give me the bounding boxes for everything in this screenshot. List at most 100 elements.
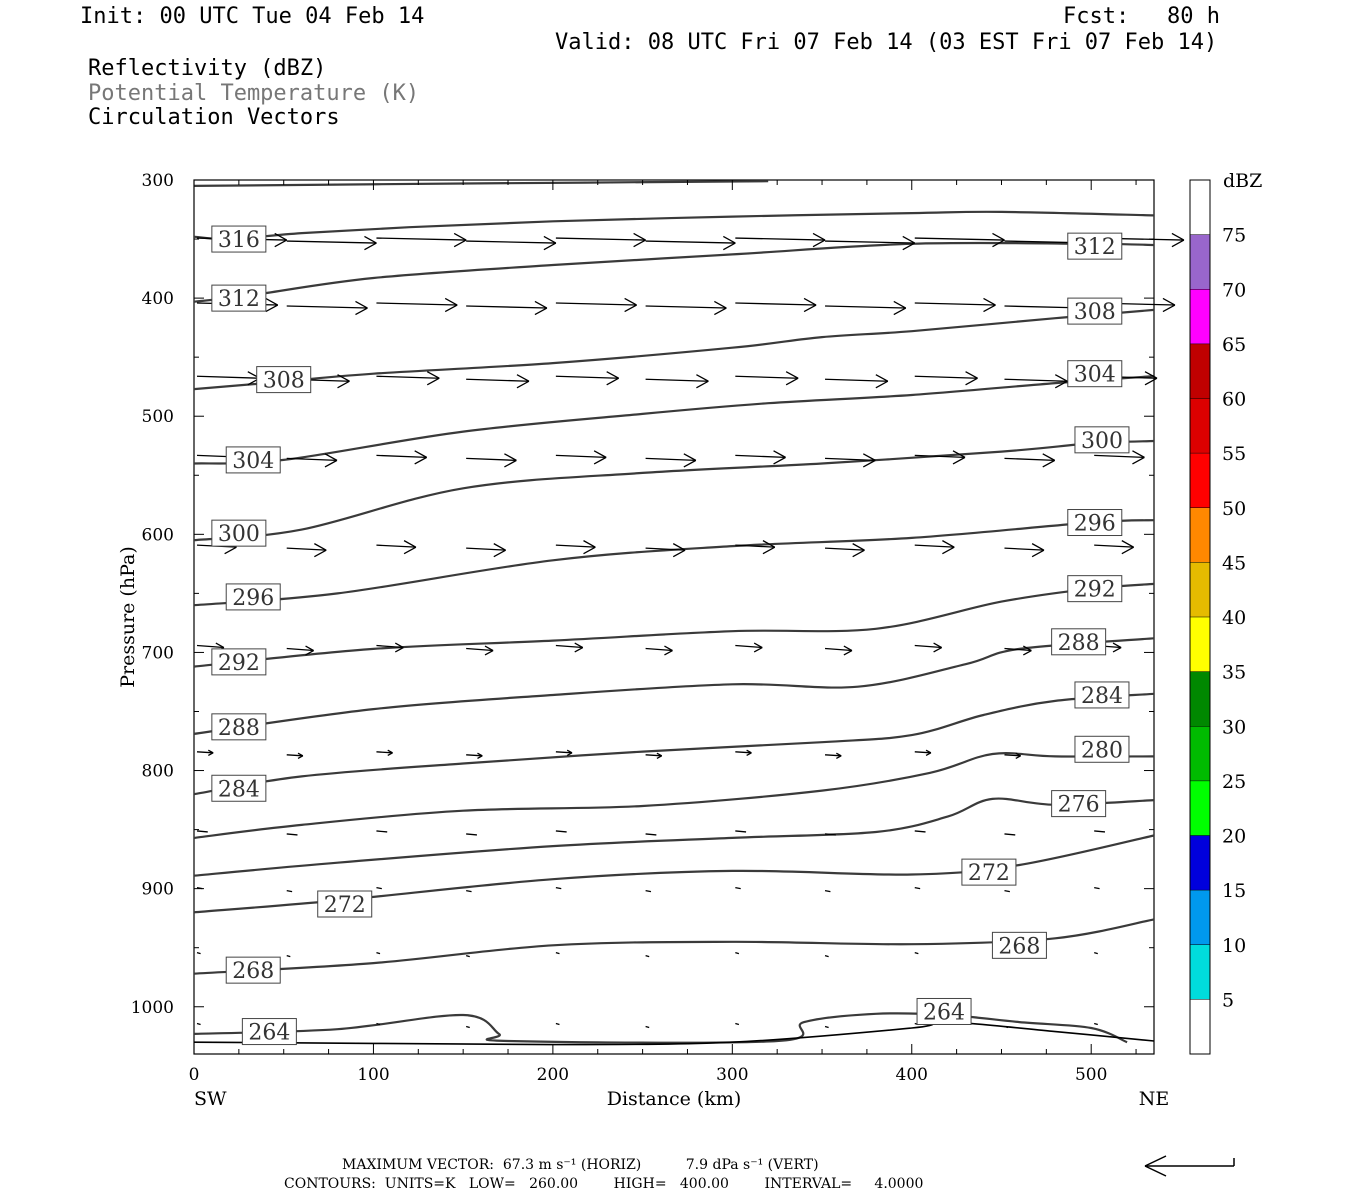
colorbar-swatch [1190,289,1210,344]
circulation-vector [1004,1025,1009,1029]
circulation-vector [465,1025,470,1029]
contour-label: 308 [1067,297,1123,325]
svg-text:312: 312 [218,287,260,312]
circulation-vector [286,235,377,251]
circulation-vector [735,1022,740,1026]
isentrope-308 [193,308,1155,391]
colorbar-label: 40 [1222,607,1246,629]
circulation-vector [196,1022,201,1026]
colorbar-label: 75 [1222,225,1246,247]
circulation-vector [286,954,291,958]
isentrope-300 [193,439,1155,542]
circulation-vector [914,371,978,386]
circulation-vector [466,833,477,836]
colorbar-swatch [1190,180,1210,235]
isentrope-304 [193,375,1155,465]
circulation-vector [555,1022,560,1026]
circulation-vector [1004,833,1016,836]
circulation-vector [645,543,686,558]
colorbar-label: 55 [1222,443,1246,465]
svg-text:264: 264 [248,1021,290,1046]
reference-vector-arrow [1144,1155,1235,1177]
contour-label: 304 [225,446,281,474]
svg-text:296: 296 [1074,512,1116,537]
circulation-vector [824,833,836,836]
colorbar-swatch [1190,234,1210,290]
svg-text:292: 292 [1074,578,1116,603]
x-tick-label: 0 [189,1065,200,1085]
circulation-vector [286,890,293,893]
circulation-vector [825,300,907,316]
contour-label: 292 [1067,575,1123,603]
colorbar-swatch [1190,343,1210,399]
forecast-hour: 80 h [1167,4,1220,29]
circulation-vector [465,954,470,958]
contour-info: CONTOURS: UNITS=K LOW= 260.00 HIGH= 400.… [284,1176,924,1192]
svg-text:304: 304 [232,449,274,474]
circulation-vector [645,453,697,468]
colorbar-swatch [1190,835,1210,891]
valid-time: Valid: 08 UTC Fri 07 Feb 14 (03 EST Fri … [555,30,1218,55]
colorbar-swatch [1190,507,1210,563]
contour-label: 276 [1051,790,1107,818]
colorbar-label: 65 [1222,334,1246,356]
svg-text:272: 272 [968,861,1010,886]
svg-text:316: 316 [218,228,260,253]
circulation-vector [735,642,763,653]
x-tick-label: 300 [716,1065,748,1085]
svg-text:268: 268 [232,959,274,984]
circulation-vector [376,1022,381,1026]
colorbar-label: 35 [1222,662,1246,684]
circulation-vector [466,645,494,656]
isentrope-284 [193,692,1155,796]
colorbar-swatch [1190,944,1210,1000]
circulation-vector [645,645,673,656]
circulation-vector [824,1025,829,1029]
colorbar-label: 30 [1222,716,1246,738]
circulation-vector [1004,890,1010,893]
circulation-vector [914,887,921,890]
circulation-vector [376,642,404,653]
circulation-vector [286,645,314,656]
circulation-vector [824,954,829,958]
circulation-vector [645,954,650,958]
colorbar-swatch [1190,890,1210,945]
circulation-vector [1004,374,1068,389]
circulation-vector [555,830,567,833]
x-tick-label: 100 [357,1065,389,1085]
circulation-vector [824,752,842,760]
y-tick-label: 1000 [131,998,174,1018]
circulation-vector [466,235,557,251]
circulation-vector [196,830,208,833]
x-right-end-label: NE [1139,1088,1170,1110]
contour-label: 280 [1074,735,1130,763]
circulation-vector [555,297,637,313]
contour-label: 272 [317,890,373,918]
circulation-vector [1004,752,1021,760]
max-vector-note: MAXIMUM VECTOR: 67.3 m s⁻¹ (HORIZ) 7.9 d… [342,1157,819,1173]
circulation-vector [555,642,584,653]
circulation-vector [1004,453,1056,468]
y-tick-label: 400 [142,289,174,309]
circulation-vector [555,450,607,465]
circulation-vector [735,540,776,555]
circulation-vector [825,235,916,251]
isentrope-288 [193,637,1155,735]
circulation-vector [376,830,388,833]
y-tick-label: 500 [142,407,174,427]
circulation-vector [376,371,440,386]
circulation-vector [735,371,799,386]
circulation-vector [196,951,201,955]
circulation-vector [376,232,467,248]
colorbar-label: 60 [1222,389,1246,411]
isentrope-292 [193,582,1155,668]
colorbar-label: 15 [1222,880,1246,902]
y-tick-label: 800 [142,762,174,782]
colorbar-label: 5 [1222,989,1234,1011]
circulation-vector [645,833,657,836]
contour-label: 272 [961,858,1017,886]
circulation-vector [914,450,966,465]
circulation-vector [1004,543,1045,558]
circulation-vector [1004,645,1032,656]
